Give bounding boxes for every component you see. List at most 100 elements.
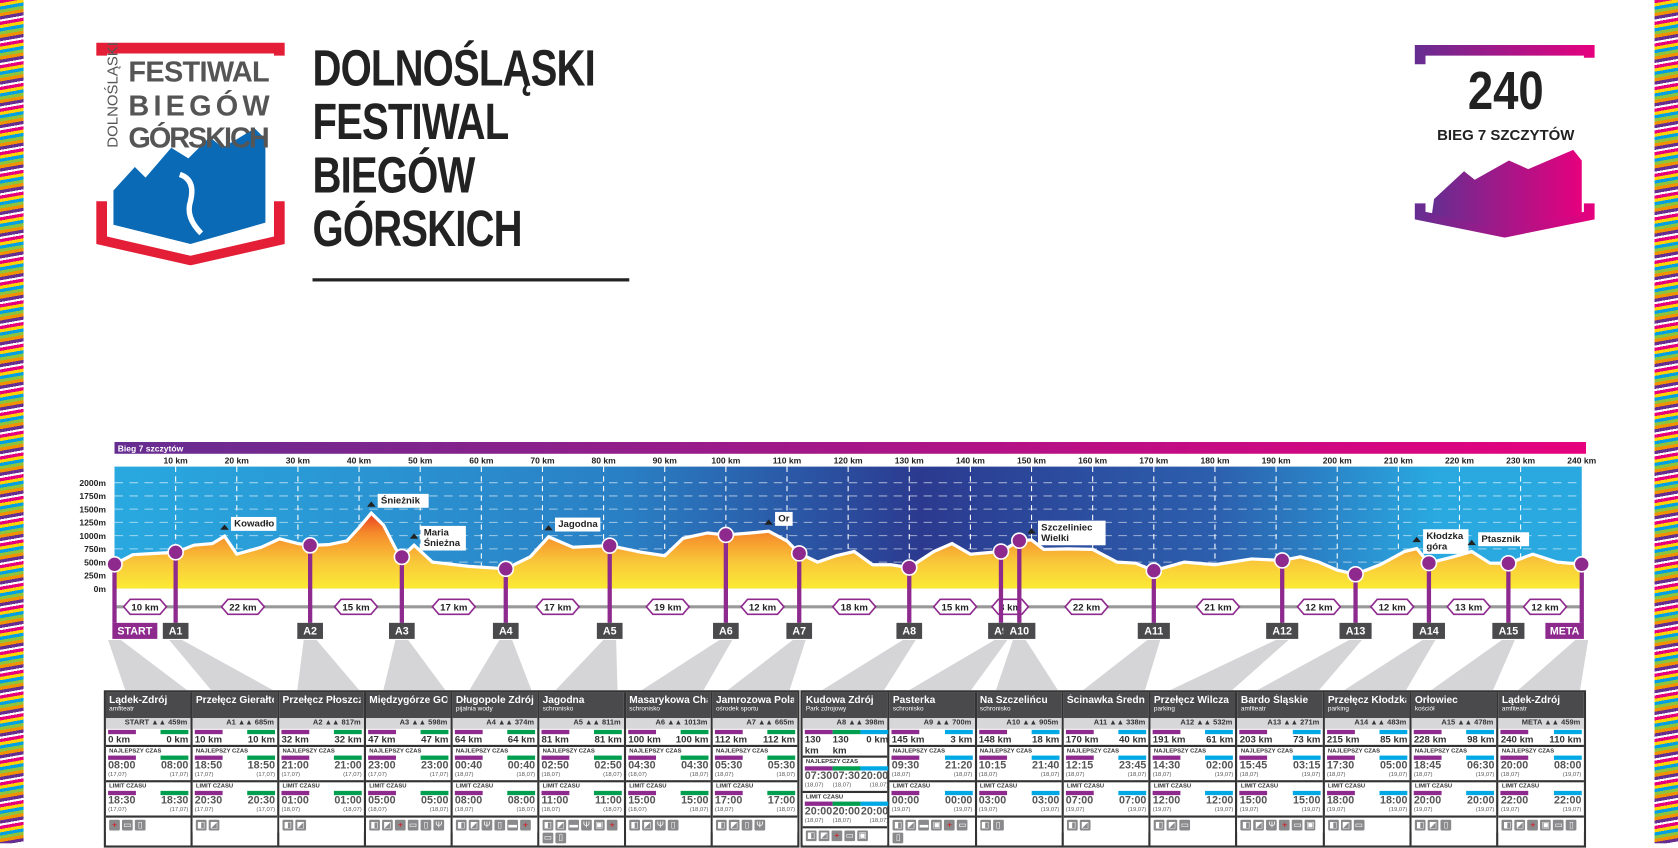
checkpoint-column: Przełęcz Płoszczyna A2 ▲▲ 817m 32 km 32 km N…	[279, 692, 367, 846]
limit-time-row: 05:00 (18,07) 05:00 (18,07)	[366, 790, 451, 814]
best-time-section: NAJLEPSZY CZAS 20:00 (18,07) 08:00 (19,07)	[1498, 744, 1584, 780]
drink-icon: ◩	[905, 819, 917, 831]
checkpoint-elevation: 665m	[774, 719, 795, 727]
date-value: (17,07)	[169, 771, 189, 779]
time-value: 02:50	[541, 759, 569, 772]
distance-value: 228 km	[1413, 734, 1447, 745]
segment-badge	[740, 598, 786, 616]
time-value: 08:00	[1554, 759, 1582, 772]
time-value: 20:30	[194, 795, 223, 807]
time-value: 04:30	[681, 759, 709, 772]
time-value: 08:00	[454, 795, 483, 807]
segment-badge	[535, 598, 581, 616]
distance-cell: 47 km	[368, 729, 396, 745]
route-color-bar	[1326, 790, 1355, 796]
distance-value: 110 km	[1549, 734, 1582, 745]
distance-cell: 203 km	[1239, 729, 1272, 745]
route-color-bar	[368, 729, 396, 735]
checkpoint-location-type: schronisko	[629, 706, 660, 713]
time-value: 07:00	[1065, 795, 1094, 807]
best-time-row: 17:30 (18,07) 05:00 (19,07)	[1325, 754, 1410, 778]
checkpoint-label: A2	[303, 626, 317, 638]
route-color-bar	[1205, 755, 1234, 760]
best-time-section: NAJLEPSZY CZAS 09:30 (18,07) 21:20 (18,07)	[889, 744, 975, 780]
bag-icon: ▣	[1540, 819, 1552, 831]
time-value: 15:00	[628, 795, 656, 807]
checkpoint-label-box	[1492, 622, 1525, 639]
route-color-bar	[507, 755, 536, 760]
bus-icon: ▭	[1179, 819, 1191, 831]
mountain-icon: ▲▲	[149, 719, 169, 727]
route-color-bar	[368, 790, 396, 796]
drink-icon: ◩	[295, 819, 307, 831]
limit-time-label: LIMIT CZASU	[1414, 783, 1453, 790]
date-value: (18,07)	[628, 771, 647, 779]
bus-icon: ▭	[542, 832, 554, 844]
x-tick-label: 180 km	[1200, 455, 1229, 465]
peak-icon	[1027, 528, 1036, 534]
time-cell: 21:00 (17,07)	[333, 754, 362, 778]
best-time-section: NAJLEPSZY CZAS 18:45 (18,07) 06:30 (19,07)	[1411, 744, 1497, 780]
checkpoint-column: Kudowa Zdrój Park zdrojowy A8 ▲▲ 398m 130 k…	[802, 692, 890, 846]
time-cell: 00:00 (19,07)	[891, 790, 920, 813]
x-tick-label: 70 km	[530, 455, 555, 465]
route-color-bar	[160, 790, 189, 796]
time-value: 03:00	[1032, 795, 1060, 807]
checkpoint-marker	[790, 545, 808, 562]
mountain-icon: ▲▲	[1368, 719, 1388, 727]
time-cell: 20:00 (18,07)	[1500, 754, 1529, 778]
checkpoint-code-elevation: START ▲▲ 459m	[105, 718, 191, 729]
peak-name: góra	[1426, 542, 1448, 553]
distance-cell: 18 km	[1031, 729, 1060, 745]
route-color-bar	[1500, 729, 1529, 735]
time-cell: 17:00 (18,07)	[767, 790, 796, 813]
route-color-bar	[714, 729, 743, 735]
x-tick-label: 90 km	[653, 455, 678, 465]
x-tick-label: 120 km	[834, 455, 863, 465]
best-time-row: 02:50 (18,07) 02:50 (18,07)	[539, 754, 624, 778]
water-icon: ◧	[1240, 819, 1252, 831]
distance-cell: 215 km	[1326, 729, 1360, 745]
checkpoint-code: A6	[655, 719, 666, 727]
mountain-icon: ▲▲	[409, 719, 429, 727]
checkpoint-elevation: 905m	[1039, 719, 1059, 727]
checkpoint-code-elevation: A1 ▲▲ 685m	[192, 718, 278, 729]
bus-icon: ▭	[1353, 819, 1365, 831]
time-value: 03:00	[978, 795, 1007, 807]
route-color-bar	[680, 729, 709, 735]
date-value: (18,07)	[368, 806, 387, 814]
checkpoint-location-type: schronisko	[979, 706, 1011, 713]
route-color-bar	[1466, 755, 1495, 760]
checkpoint-elevation: 811m	[601, 719, 621, 727]
distance-value: 215 km	[1326, 734, 1360, 745]
limit-time-row: 17:00 (18,07) 17:00 (18,07)	[713, 790, 798, 813]
checkpoint-code-elevation: A11 ▲▲ 338m	[1063, 718, 1149, 729]
time-value: 07:30	[832, 770, 860, 783]
limit-time-label: LIMIT CZASU	[805, 794, 844, 801]
peak-label-bg	[775, 511, 793, 526]
route-color-bar	[247, 729, 276, 735]
best-time-label: NAJLEPSZY CZAS	[369, 748, 422, 755]
drink-icon: ◩	[468, 819, 480, 831]
time-cell: 00:00 (19,07)	[944, 790, 973, 813]
segment-badge	[122, 598, 168, 616]
time-cell: 18:45 (18,07)	[1413, 754, 1442, 778]
limit-time-label: LIMIT CZASU	[1153, 783, 1192, 790]
time-value: 00:40	[454, 759, 483, 772]
mountain-icon: ▲▲	[235, 719, 255, 727]
best-time-section: NAJLEPSZY CZAS 10:15 (18,07) 21:40 (18,07)	[976, 744, 1062, 780]
route-color-bar	[680, 755, 709, 760]
date-value: (17,07)	[108, 771, 127, 779]
time-cell: 22:00 (19,07)	[1500, 790, 1529, 813]
checkpoint-location-type: parking	[1153, 706, 1175, 713]
time-value: 00:00	[891, 795, 920, 807]
time-value: 18:00	[1380, 795, 1408, 807]
water-icon: ◧	[629, 819, 640, 831]
time-cell: 11:00 (18,07)	[541, 790, 570, 813]
limit-time-section: LIMIT CZASU 18:30 (17,07) 18:30 (17,07)	[105, 780, 191, 815]
checkpoint-code-elevation: META ▲▲ 459m	[1498, 718, 1584, 729]
limit-time-row: 18:30 (17,07) 18:30 (17,07)	[106, 790, 191, 813]
time-value: 18:50	[247, 759, 276, 772]
limit-time-section: LIMIT CZASU 00:00 (19,07) 00:00 (19,07)	[889, 780, 975, 815]
checkpoint-connector	[1169, 639, 1289, 691]
